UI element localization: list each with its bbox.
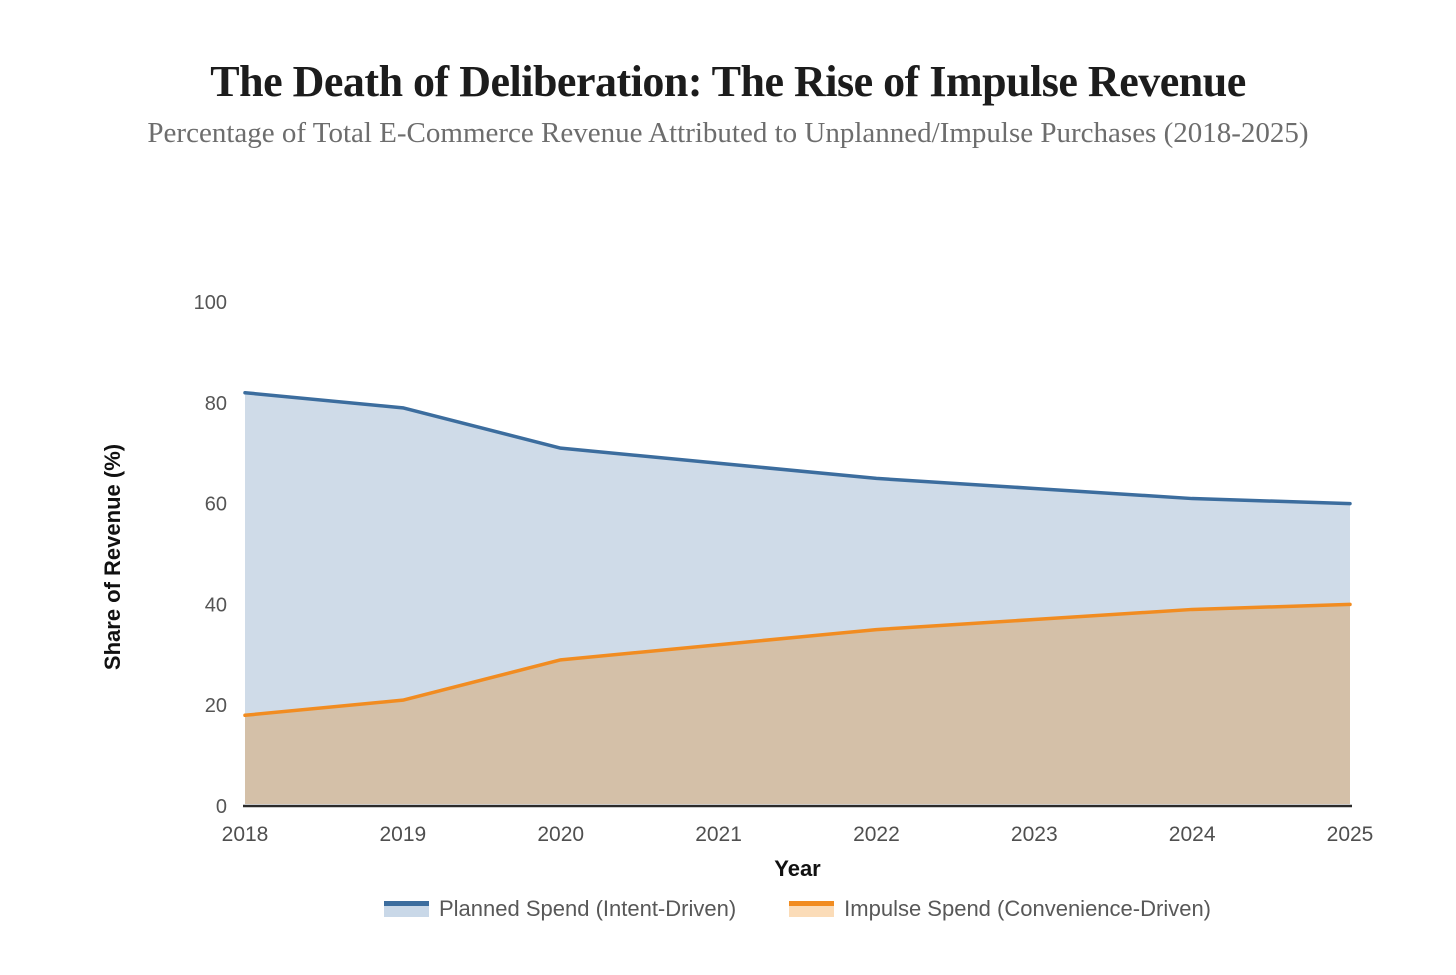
chart-title: The Death of Deliberation: The Rise of I… <box>210 57 1246 106</box>
x-tick-label-2020: 2020 <box>537 823 584 846</box>
y-tick-label-0: 0 <box>216 796 227 818</box>
legend-item-planned-spend: Planned Spend (Intent-Driven) <box>383 896 737 922</box>
impulse-spend-legend-swatch <box>789 901 835 917</box>
chart-subtitle: Percentage of Total E-Commerce Revenue A… <box>147 117 1309 149</box>
x-tick-label-2019: 2019 <box>379 823 426 846</box>
impulse-spend-area <box>245 604 1350 804</box>
planned-spend-line <box>243 390 1352 506</box>
y-tick-label-20: 20 <box>205 695 227 717</box>
legend: Planned Spend (Intent-Driven) Impulse Sp… <box>245 896 1350 922</box>
x-tick-label-2023: 2023 <box>1011 823 1058 846</box>
legend-item-impulse-spend: Impulse Spend (Convenience-Driven) <box>789 896 1211 922</box>
y-tick-label-60: 60 <box>205 494 227 516</box>
y-tick-label-100: 100 <box>194 292 227 314</box>
impulse-spend-line <box>243 602 1352 718</box>
y-axis-title: Share of Revenue (%) <box>100 443 125 671</box>
x-axis-title: Year <box>774 856 821 881</box>
planned-spend-legend-label: Planned Spend (Intent-Driven) <box>438 896 737 921</box>
x-tick-label-2018: 2018 <box>222 823 269 846</box>
y-tick-label-80: 80 <box>205 393 227 415</box>
planned-spend-legend-swatch <box>383 901 429 917</box>
impulse-spend-legend-label: Impulse Spend (Convenience-Driven) <box>844 896 1212 921</box>
x-tick-label-2021: 2021 <box>695 823 742 846</box>
x-tick-label-2022: 2022 <box>853 823 900 846</box>
y-tick-label-40: 40 <box>205 594 227 616</box>
x-tick-label-2024: 2024 <box>1169 823 1216 846</box>
x-tick-label-2025: 2025 <box>1327 823 1374 846</box>
